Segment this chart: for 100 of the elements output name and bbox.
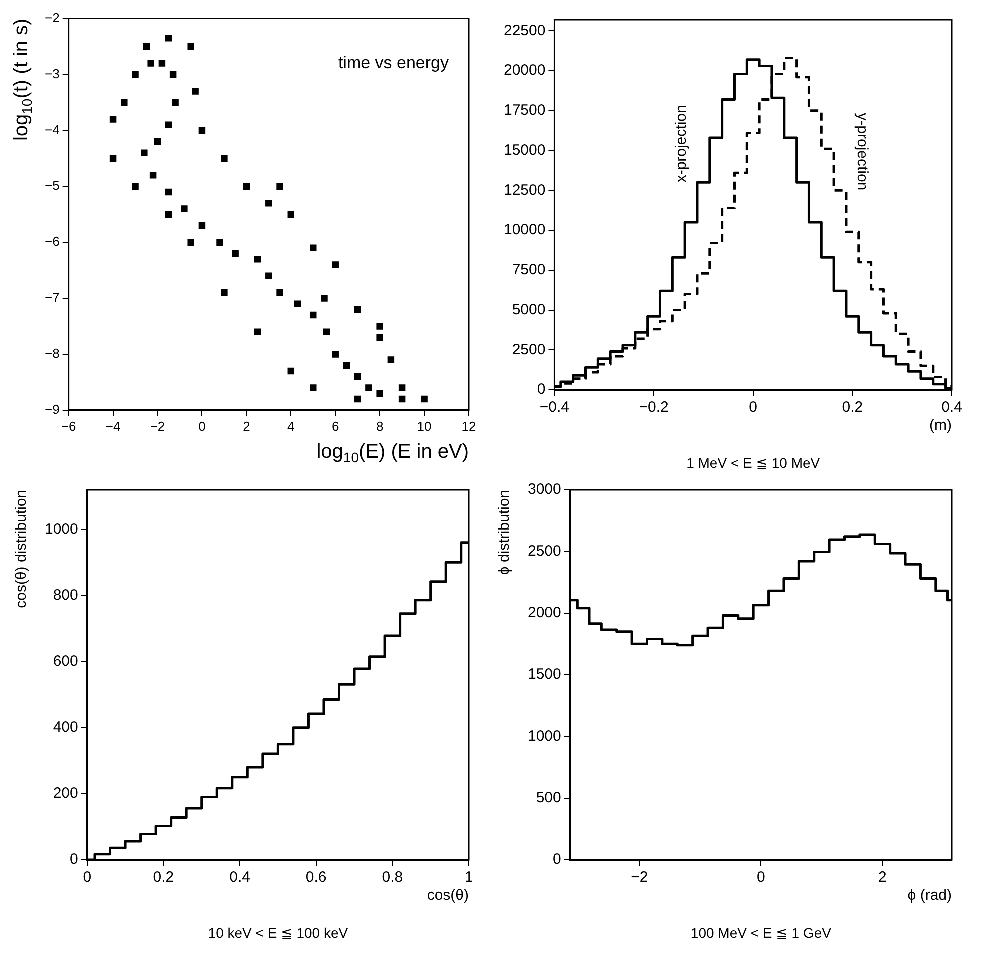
point (254, 328, 262, 336)
x-axis-title: cos(θ) (427, 887, 470, 904)
point (266, 200, 272, 207)
x-tick-label: 0.2 (842, 399, 864, 416)
point (310, 384, 317, 392)
y-tick-label: 200 (53, 785, 78, 802)
point (170, 71, 177, 78)
point (376, 390, 384, 397)
text: 100 MeV < E ≦ 1 GeV (690, 924, 832, 941)
point (398, 396, 406, 403)
point (266, 272, 272, 280)
y-tick-label: −3 (44, 66, 60, 82)
x-tick-label: 0 (757, 869, 766, 886)
x-tick-label: 10 (417, 418, 432, 434)
x-axis-title: ϕ (rad) (908, 887, 952, 904)
y-tick-label: 5000 (512, 301, 546, 318)
point (376, 334, 384, 342)
x-tick-label: 1 (464, 869, 474, 886)
point (366, 384, 372, 392)
point (165, 188, 172, 196)
y-tick-label: 17500 (504, 102, 546, 120)
text: 10 keV < E ≦ 100 keV (208, 924, 349, 941)
y-tick-label: 600 (53, 652, 78, 670)
x-tick-label: 8 (376, 418, 384, 434)
point (276, 290, 284, 296)
x-tick-label: −0.4 (540, 399, 570, 416)
y-tick-label: 2000 (528, 604, 562, 622)
y-tick-label: 400 (53, 719, 78, 736)
y-tick-label: 0 (70, 851, 78, 868)
x-tick-label: 0.8 (382, 869, 404, 886)
y-tick-label: 12500 (504, 182, 546, 199)
point (254, 256, 262, 263)
point (321, 295, 328, 302)
x-tick-label: −2 (150, 418, 166, 434)
x-tick-label: −4 (106, 418, 121, 434)
point (221, 155, 228, 162)
x-tick-label: 6 (332, 418, 340, 434)
y-tick-label: 15000 (504, 142, 546, 159)
x-tick-label: 0.2 (153, 869, 174, 886)
point (276, 183, 284, 190)
point (110, 116, 117, 123)
y-tick-label: 10000 (504, 222, 546, 239)
y-tick-label: 800 (53, 586, 78, 604)
y-tick-label: 7500 (512, 262, 546, 279)
point (158, 60, 166, 67)
point (354, 373, 362, 380)
point (198, 222, 206, 230)
point (294, 300, 302, 308)
y-tick-label: 1000 (528, 728, 562, 745)
x-tick-label: 0.4 (942, 399, 962, 416)
x-tick-label: 0.4 (230, 869, 250, 886)
point (150, 172, 157, 179)
point (332, 262, 339, 268)
y-tick-label: 0 (553, 851, 562, 868)
point (243, 183, 250, 190)
point (310, 244, 317, 252)
point (148, 60, 154, 67)
point (332, 351, 339, 358)
y-tick-label: −7 (44, 290, 60, 306)
y-tick-label: −5 (44, 178, 60, 194)
point (132, 71, 139, 78)
point (143, 43, 150, 50)
y-tick-label: 1500 (528, 666, 562, 684)
point (343, 362, 350, 370)
point (354, 306, 362, 314)
point (165, 122, 172, 128)
point (181, 206, 188, 212)
point (388, 356, 395, 364)
y-tick-label: 2500 (528, 542, 562, 560)
text: 1 MeV < E ≦ 10 MeV (686, 454, 821, 471)
x-tick-label: 2 (243, 418, 250, 434)
point (154, 138, 162, 146)
y-tick-label: −8 (44, 346, 60, 362)
point (288, 368, 295, 375)
x-tick-label: 0 (83, 869, 92, 886)
point (192, 88, 199, 95)
point (216, 239, 224, 246)
y-tick-label: 2500 (512, 341, 546, 358)
y-tick-label: −9 (44, 402, 60, 417)
point (188, 43, 194, 50)
x-tick-label: 0.6 (306, 869, 327, 886)
y-tick-label: 0 (537, 381, 546, 398)
text: y-projection (854, 113, 872, 191)
y-tick-label: 22500 (504, 22, 546, 40)
x-tick-label: 0 (749, 399, 758, 416)
point (310, 312, 317, 319)
point (198, 127, 206, 134)
x-tick-label: 0 (198, 418, 206, 434)
y-axis-title: cos(θ) distribution (13, 490, 30, 608)
text: x-projection (672, 105, 690, 183)
y-tick-label: 20000 (504, 62, 546, 80)
point (165, 211, 172, 218)
x-tick-label: −2 (631, 869, 648, 886)
point (421, 396, 428, 403)
point (288, 211, 295, 218)
y-tick-label: 1000 (44, 520, 78, 538)
point (323, 328, 330, 336)
y-tick-label: 500 (536, 789, 562, 806)
point (172, 99, 179, 106)
x-tick-label: 12 (462, 418, 476, 434)
